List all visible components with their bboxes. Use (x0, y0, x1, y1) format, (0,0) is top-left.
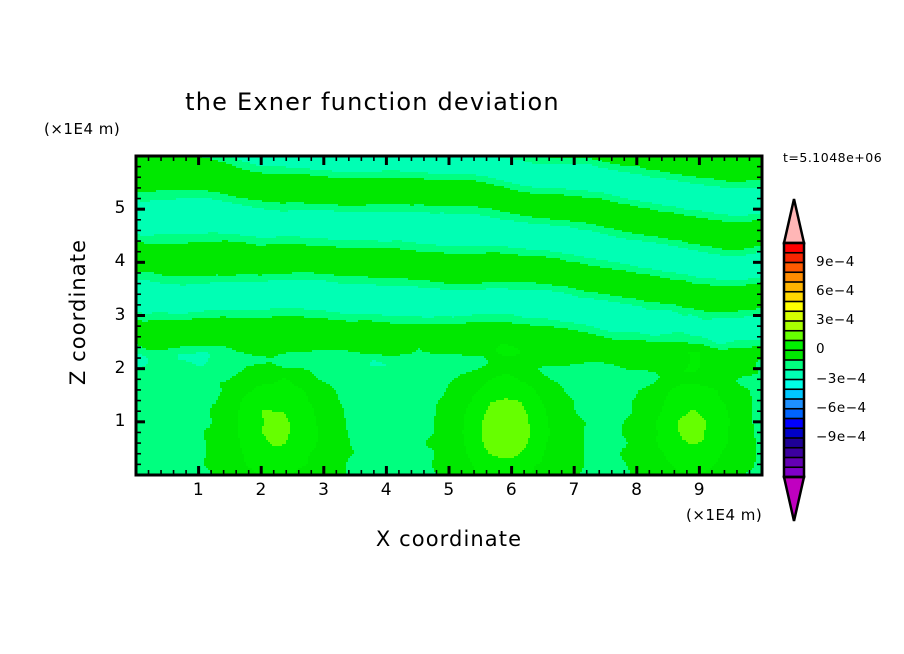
x-tick-label: 3 (318, 480, 330, 500)
colorbar-tick-label: −9e−4 (816, 429, 867, 445)
colorbar-swatch (783, 359, 805, 371)
colorbar-swatch (783, 251, 805, 264)
colorbar-tick-label: 9e−4 (816, 253, 855, 270)
x-tick-label: 2 (255, 480, 267, 500)
colorbar-swatch (783, 427, 805, 440)
y-tick-label: 4 (114, 251, 126, 272)
colorbar-swatch (783, 388, 805, 401)
colorbar-swatch (783, 456, 805, 469)
colorbar-swatch (783, 407, 805, 420)
contour-field (136, 156, 762, 475)
colorbar-outline (782, 241, 806, 479)
colorbar-swatch (783, 378, 805, 391)
colorbar-swatch (783, 281, 805, 293)
x-tick-label: 7 (568, 480, 580, 500)
colorbar-swatch (783, 261, 805, 274)
x-tick-label: 4 (380, 480, 393, 500)
colorbar-swatch (783, 398, 805, 410)
x-tick-label: 5 (443, 480, 455, 500)
colorbar-swatch (783, 446, 805, 459)
x-tick-label: 1 (192, 480, 205, 500)
colorbar-swatch (783, 417, 805, 430)
x-tick-label: 8 (631, 480, 643, 500)
colorbar-swatch (783, 329, 805, 342)
colorbar-over-arrow (782, 198, 806, 245)
colorbar-swatch (783, 437, 805, 449)
colorbar-tick-label: −3e−4 (816, 370, 867, 387)
colorbar-under-arrow (782, 475, 806, 522)
colorbar-swatch (783, 339, 805, 352)
colorbar-swatch (783, 310, 805, 323)
page-title: the Exner function deviation (185, 88, 560, 116)
colorbar-swatch (783, 290, 805, 303)
x-axis-unit-label: (×1E4 m) (686, 506, 763, 524)
colorbar-tick-label: 3e−4 (816, 312, 855, 328)
colorbar-swatch (783, 242, 805, 254)
colorbar-swatch (783, 320, 805, 332)
colorbar-tick-label: 0 (816, 341, 826, 358)
colorbar-swatch (783, 300, 805, 313)
axis-ticks (136, 156, 764, 475)
x-tick-label: 9 (693, 480, 706, 500)
y-axis-unit-label: (×1E4 m) (44, 120, 121, 138)
y-tick-label: 1 (114, 410, 126, 431)
x-axis-title: X coordinate (375, 527, 523, 551)
colorbar-swatch (783, 271, 805, 284)
colorbar-swatch (783, 368, 805, 381)
y-tick-label: 3 (114, 304, 126, 325)
y-tick-label: 5 (114, 198, 126, 219)
colorbar (782, 198, 806, 522)
x-tick-label: 6 (505, 480, 518, 500)
colorbar-tick-label: 6e−4 (816, 282, 855, 299)
y-tick-label: 2 (114, 357, 126, 378)
timestamp-label: t=5.1048e+06 (783, 150, 883, 165)
colorbar-swatch (783, 349, 805, 362)
colorbar-tick-label: −6e−4 (816, 399, 867, 416)
